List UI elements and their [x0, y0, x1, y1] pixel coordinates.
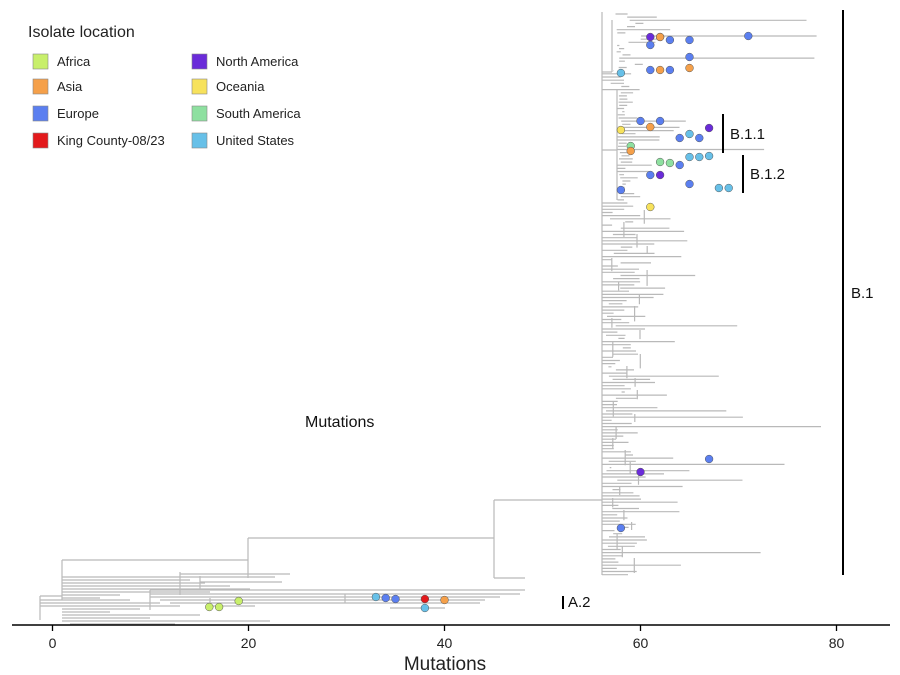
x-tick-label-0: 0	[49, 635, 57, 651]
tip-markers	[205, 31, 753, 613]
tip-north-america	[655, 170, 665, 180]
tree-branch-paths	[39, 12, 821, 625]
x-tick-label-20: 20	[241, 635, 257, 651]
clade-label-b1: B.1	[851, 285, 874, 302]
legend-swatch-oceania	[191, 78, 208, 95]
tip-asia	[655, 65, 665, 75]
legend-label-king-county-08-23: King County-08/23	[57, 133, 165, 148]
tip-united-states	[704, 151, 714, 161]
legend-label-oceania: Oceania	[216, 79, 265, 94]
legend-label-asia: Asia	[57, 79, 83, 94]
clade-label-b12: B.1.2	[750, 166, 785, 183]
legend-swatch-south-america	[191, 105, 208, 122]
x-tick-label-40: 40	[437, 635, 453, 651]
legend: Isolate location Africa Asia Europe King Co…	[28, 24, 301, 149]
tip-africa	[234, 596, 243, 606]
tip-europe	[616, 523, 626, 533]
tip-europe	[616, 185, 626, 195]
tip-oceania	[646, 202, 655, 212]
tip-africa	[214, 602, 224, 612]
tip-united-states	[714, 183, 724, 193]
tip-north-america	[646, 32, 655, 42]
tip-asia	[646, 122, 655, 132]
tip-united-states	[724, 183, 733, 193]
tip-europe	[381, 593, 390, 603]
tip-europe	[695, 133, 704, 143]
legend-swatch-king-county-08-23	[32, 132, 49, 149]
tip-africa	[205, 602, 214, 612]
tip-united-states	[685, 152, 694, 162]
tip-europe	[646, 170, 655, 180]
mutations-annotation: Mutations	[305, 414, 374, 431]
tip-europe	[655, 116, 665, 126]
legend-swatch-united-states	[191, 132, 208, 149]
tip-asia	[440, 595, 449, 605]
tree-branches	[39, 12, 821, 625]
tip-north-america	[704, 123, 714, 133]
tip-oceania	[616, 125, 626, 135]
x-tick-label-80: 80	[829, 635, 845, 651]
tip-united-states	[685, 129, 694, 139]
tip-europe	[685, 179, 694, 189]
legend-swatch-europe	[32, 105, 49, 122]
tip-south-america	[665, 158, 675, 168]
legend-label-south-america: South America	[216, 106, 301, 121]
legend-label-north-america: North America	[216, 54, 299, 69]
x-tick-label-60: 60	[633, 635, 649, 651]
legend-swatch-north-america	[191, 53, 208, 70]
tip-europe	[646, 65, 655, 75]
legend-label-united-states: United States	[216, 133, 295, 148]
tip-europe	[685, 52, 694, 62]
tip-europe	[675, 160, 684, 170]
tip-united-states	[616, 68, 626, 78]
tip-king-county-08-23	[420, 594, 430, 604]
tip-europe	[704, 454, 714, 464]
legend-swatch-africa	[32, 53, 49, 70]
legend-title: Isolate location	[28, 24, 135, 41]
legend-swatch-asia	[32, 78, 49, 95]
tip-south-america	[655, 157, 665, 167]
clade-annotations: B.1 B.1.1 B.1.2 A.2	[562, 10, 874, 611]
tip-asia	[685, 63, 694, 73]
tip-europe	[675, 133, 684, 143]
tip-europe	[665, 65, 675, 75]
tip-north-america	[636, 467, 645, 477]
tip-europe	[391, 594, 400, 604]
tip-united-states	[695, 152, 704, 162]
legend-label-africa: Africa	[57, 54, 91, 69]
tip-europe	[636, 116, 645, 126]
legend-label-europe: Europe	[57, 106, 99, 121]
tip-europe	[665, 35, 675, 45]
clade-label-a2: A.2	[568, 594, 591, 611]
clade-label-b111: B.1.1	[730, 126, 765, 143]
tip-asia	[626, 146, 635, 156]
tip-united-states	[420, 603, 430, 613]
tip-europe	[646, 40, 655, 50]
tip-united-states	[371, 592, 381, 602]
x-axis: Mutations 0 20 40 60 80	[12, 624, 890, 675]
x-axis-title: Mutations	[404, 654, 486, 675]
tip-europe	[744, 31, 753, 41]
tip-europe	[685, 35, 694, 45]
tip-asia	[655, 32, 665, 42]
